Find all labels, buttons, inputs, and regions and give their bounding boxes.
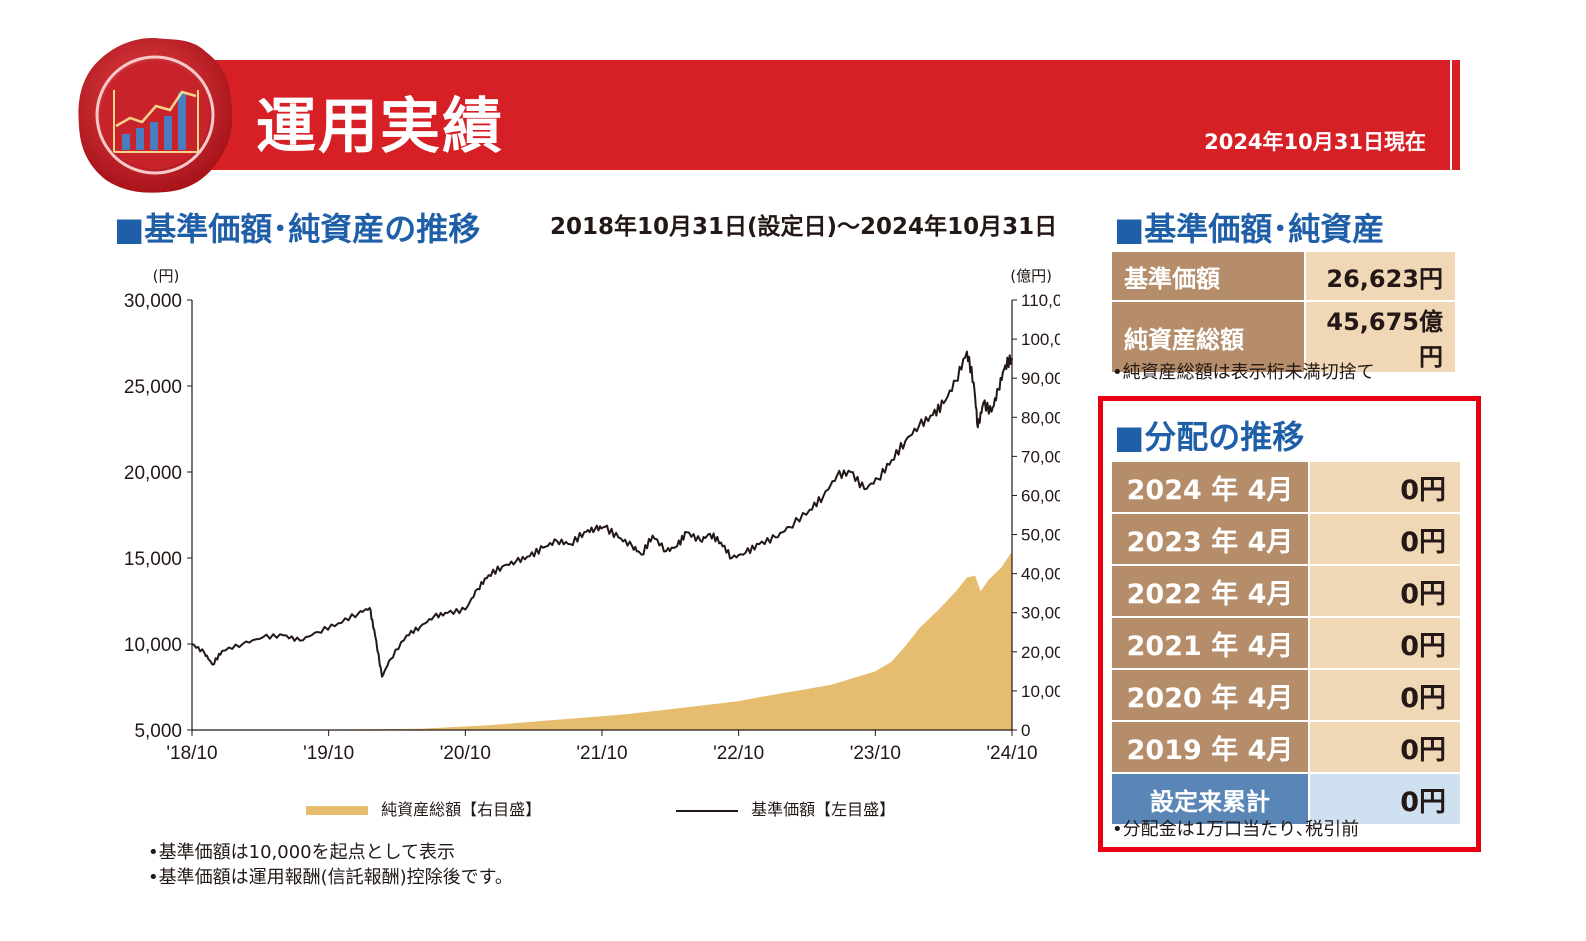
price-label: 基準価額: [1112, 252, 1306, 302]
legend-swatch-line: [676, 809, 738, 812]
left-tick-label: 5,000: [134, 721, 182, 742]
net-assets-area: [192, 551, 1012, 730]
left-tick-label: 10,000: [124, 635, 182, 656]
right-tick-label: 20,000: [1021, 643, 1060, 662]
left-tick-label: 25,000: [124, 377, 182, 398]
dividend-date: 2024 年 4月: [1112, 462, 1310, 514]
right-tick-label: 90,000: [1021, 369, 1060, 388]
net-assets-label: 純資産総額: [1112, 302, 1306, 374]
dividend-section-title: ■分配の推移: [1114, 418, 1305, 456]
dividend-table: 2024 年 4月 0円 2023 年 4月 0円 2022 年 4月 0円 2021…: [1112, 462, 1460, 826]
chart-notes: •基準価額は10,000を起点として表示 •基準価額は運用報酬(信託報酬)控除後…: [148, 840, 513, 890]
chart-note: •基準価額は10,000を起点として表示: [148, 842, 456, 863]
left-axis-unit: (円): [153, 267, 180, 285]
dividend-date: 2023 年 4月: [1112, 514, 1310, 566]
table-row: 2023 年 4月 0円: [1112, 514, 1460, 566]
dividend-date: 2019 年 4月: [1112, 722, 1310, 774]
table-row: 2019 年 4月 0円: [1112, 722, 1460, 774]
left-tick-label: 15,000: [124, 549, 182, 570]
price-note: •純資産総額は表示桁未満切捨て: [1112, 362, 1375, 383]
page-title: 運用実績: [256, 92, 504, 162]
table-row: 基準価額 26,623円: [1112, 252, 1455, 302]
dividend-note: •分配金は1万口当たり､税引前: [1112, 819, 1360, 840]
x-tick-label: '21/10: [576, 743, 627, 764]
legend-swatch-area: [306, 806, 368, 815]
as-of-date: 2024年10月31日現在: [1204, 130, 1426, 154]
net-assets-value: 45,675億円: [1306, 302, 1455, 374]
legend-item-nav: 基準価額【左目盛】: [676, 796, 895, 820]
chart-note: •基準価額は運用報酬(信託報酬)控除後です。: [148, 867, 513, 888]
right-axis-unit: (億円): [1010, 267, 1052, 285]
price-section-title: ■基準価額･純資産: [1114, 210, 1385, 248]
x-tick-label: '23/10: [850, 743, 901, 764]
table-row: 2022 年 4月 0円: [1112, 566, 1460, 618]
chart-period: 2018年10月31日(設定日)～2024年10月31日: [550, 214, 1058, 240]
dividend-highlight-box: [1098, 396, 1481, 852]
dividend-value: 0円: [1310, 670, 1460, 722]
header-banner: 運用実績 2024年10月31日現在: [168, 60, 1460, 170]
right-tick-label: 80,000: [1021, 408, 1060, 427]
table-row: 2024 年 4月 0円: [1112, 462, 1460, 514]
table-row: 純資産総額 45,675億円: [1112, 302, 1455, 374]
dividend-value: 0円: [1310, 462, 1460, 514]
price-table: 基準価額 26,623円 純資産総額 45,675億円: [1112, 252, 1455, 374]
dividend-value: 0円: [1310, 618, 1460, 670]
nav-chart: 5,000 10,000 15,000 20,000 25,000 30,000 (円) 0 1…: [124, 267, 1060, 764]
dividend-date: 2021 年 4月: [1112, 618, 1310, 670]
left-tick-label: 20,000: [124, 463, 182, 484]
x-tick-label: '19/10: [303, 743, 354, 764]
chart-section-title: ■基準価額･純資産の推移: [114, 210, 481, 248]
banner-edge-divider: [1450, 60, 1452, 170]
legend-label-net-assets: 純資産総額【右目盛】: [381, 800, 542, 819]
dividend-value: 0円: [1310, 722, 1460, 774]
table-row-total: 設定来累計 0円: [1112, 774, 1460, 826]
x-tick-label: '24/10: [986, 743, 1037, 764]
dividend-total-label: 設定来累計: [1112, 774, 1310, 826]
right-tick-label: 50,000: [1021, 526, 1060, 545]
left-tick-label: 30,000: [124, 291, 182, 312]
dividend-date: 2022 年 4月: [1112, 566, 1310, 618]
legend-item-net-assets: 純資産総額【右目盛】: [306, 796, 541, 820]
dividend-total-value: 0円: [1310, 774, 1460, 826]
dividend-value: 0円: [1310, 566, 1460, 618]
price-value: 26,623円: [1306, 252, 1455, 302]
x-tick-label: '22/10: [713, 743, 764, 764]
x-tick-label: '18/10: [166, 743, 217, 764]
dividend-date: 2020 年 4月: [1112, 670, 1310, 722]
right-tick-label: 110,000: [1021, 291, 1060, 310]
dividend-value: 0円: [1310, 514, 1460, 566]
right-tick-label: 30,000: [1021, 604, 1060, 623]
right-tick-label: 10,000: [1021, 682, 1060, 701]
chart-badge-icon: [78, 37, 233, 193]
right-tick-label: 100,000: [1021, 330, 1060, 349]
right-tick-label: 0: [1021, 721, 1030, 740]
right-tick-label: 70,000: [1021, 447, 1060, 466]
table-row: 2020 年 4月 0円: [1112, 670, 1460, 722]
legend-label-nav: 基準価額【左目盛】: [751, 800, 896, 819]
x-tick-label: '20/10: [440, 743, 491, 764]
right-tick-label: 60,000: [1021, 486, 1060, 505]
table-row: 2021 年 4月 0円: [1112, 618, 1460, 670]
nav-line: [191, 350, 1013, 678]
right-tick-label: 40,000: [1021, 565, 1060, 584]
